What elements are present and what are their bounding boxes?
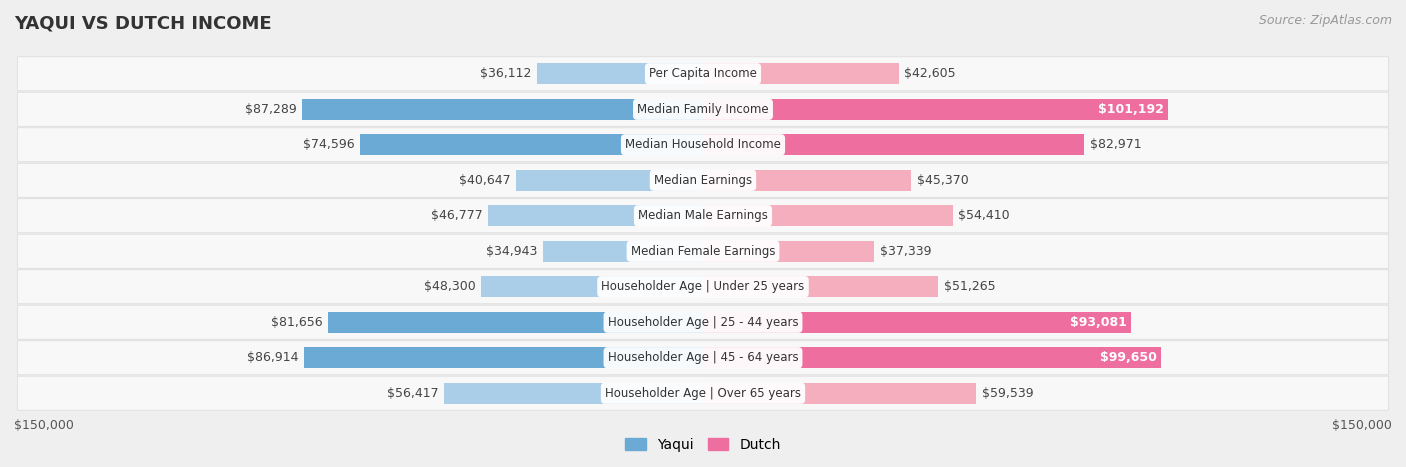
- Bar: [516, 170, 703, 191]
- Bar: [703, 311, 1130, 333]
- Text: Median Male Earnings: Median Male Earnings: [638, 209, 768, 222]
- Text: $86,914: $86,914: [247, 351, 298, 364]
- Bar: [328, 311, 703, 333]
- FancyBboxPatch shape: [17, 376, 1389, 410]
- Text: Householder Age | Under 25 years: Householder Age | Under 25 years: [602, 280, 804, 293]
- Text: $150,000: $150,000: [1331, 419, 1392, 432]
- Text: $48,300: $48,300: [423, 280, 475, 293]
- Text: $93,081: $93,081: [1070, 316, 1128, 329]
- Bar: [481, 276, 703, 297]
- Text: $74,596: $74,596: [304, 138, 354, 151]
- Bar: [703, 382, 976, 404]
- Bar: [703, 99, 1168, 120]
- Bar: [543, 241, 703, 262]
- FancyBboxPatch shape: [17, 305, 1389, 339]
- Bar: [703, 63, 898, 85]
- Legend: Yaqui, Dutch: Yaqui, Dutch: [620, 432, 786, 457]
- Text: $54,410: $54,410: [959, 209, 1010, 222]
- FancyBboxPatch shape: [17, 57, 1389, 91]
- Text: $42,605: $42,605: [904, 67, 956, 80]
- Text: $45,370: $45,370: [917, 174, 969, 187]
- Text: $87,289: $87,289: [245, 103, 297, 116]
- FancyBboxPatch shape: [17, 128, 1389, 162]
- FancyBboxPatch shape: [17, 234, 1389, 268]
- Text: $34,943: $34,943: [485, 245, 537, 258]
- Text: YAQUI VS DUTCH INCOME: YAQUI VS DUTCH INCOME: [14, 14, 271, 32]
- Text: Median Earnings: Median Earnings: [654, 174, 752, 187]
- Bar: [444, 382, 703, 404]
- Bar: [703, 205, 953, 226]
- Text: Per Capita Income: Per Capita Income: [650, 67, 756, 80]
- Text: Median Female Earnings: Median Female Earnings: [631, 245, 775, 258]
- Text: $56,417: $56,417: [387, 387, 439, 400]
- Bar: [302, 99, 703, 120]
- Text: $40,647: $40,647: [460, 174, 510, 187]
- Text: $82,971: $82,971: [1090, 138, 1142, 151]
- Bar: [304, 347, 703, 368]
- Text: Householder Age | 25 - 44 years: Householder Age | 25 - 44 years: [607, 316, 799, 329]
- Text: $59,539: $59,539: [981, 387, 1033, 400]
- Text: Householder Age | Over 65 years: Householder Age | Over 65 years: [605, 387, 801, 400]
- FancyBboxPatch shape: [17, 92, 1389, 126]
- Text: $51,265: $51,265: [943, 280, 995, 293]
- Text: $150,000: $150,000: [14, 419, 75, 432]
- Bar: [360, 134, 703, 156]
- Bar: [537, 63, 703, 85]
- Text: Median Family Income: Median Family Income: [637, 103, 769, 116]
- FancyBboxPatch shape: [17, 163, 1389, 197]
- Text: Median Household Income: Median Household Income: [626, 138, 780, 151]
- Text: Householder Age | 45 - 64 years: Householder Age | 45 - 64 years: [607, 351, 799, 364]
- Bar: [703, 276, 938, 297]
- Bar: [703, 347, 1161, 368]
- FancyBboxPatch shape: [17, 270, 1389, 304]
- Text: $99,650: $99,650: [1101, 351, 1157, 364]
- Bar: [703, 241, 875, 262]
- Text: Source: ZipAtlas.com: Source: ZipAtlas.com: [1258, 14, 1392, 27]
- FancyBboxPatch shape: [17, 341, 1389, 375]
- Bar: [703, 134, 1084, 156]
- Text: $46,777: $46,777: [430, 209, 482, 222]
- Text: $101,192: $101,192: [1098, 103, 1164, 116]
- FancyBboxPatch shape: [17, 199, 1389, 233]
- Bar: [703, 170, 911, 191]
- Bar: [488, 205, 703, 226]
- Text: $37,339: $37,339: [880, 245, 932, 258]
- Text: $36,112: $36,112: [481, 67, 531, 80]
- Text: $81,656: $81,656: [271, 316, 322, 329]
